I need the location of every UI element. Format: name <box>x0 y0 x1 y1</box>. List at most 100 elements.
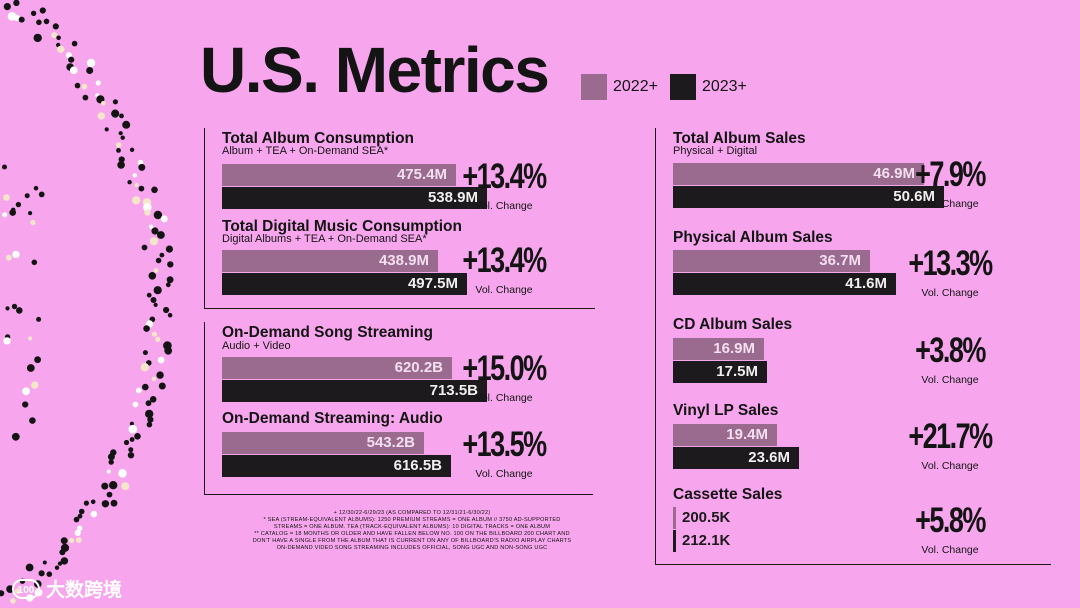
decorative-dot <box>159 252 165 258</box>
decorative-dot <box>129 147 135 152</box>
decorative-dot <box>157 231 165 239</box>
change-label: Vol. Change <box>475 284 533 296</box>
decorative-dot <box>38 570 45 577</box>
metric-title: Vinyl LP Sales <box>673 402 779 419</box>
bar-2023: 713.5B <box>222 380 487 402</box>
decorative-dot <box>78 508 85 515</box>
change-percent: +21.7% <box>908 416 993 456</box>
decorative-dot <box>22 401 29 408</box>
decorative-dot <box>138 185 145 192</box>
decorative-dot <box>123 439 130 446</box>
decorative-dot <box>60 537 68 545</box>
decorative-dot <box>73 516 80 523</box>
footnote-line: + 12/30/22-6/29/23 (as compared to 12/31… <box>333 510 491 516</box>
watermark-text: 大数跨境 <box>46 580 123 601</box>
decorative-dot <box>151 331 157 337</box>
metric-subtitle: Audio + Video <box>222 340 291 352</box>
decorative-dot <box>137 159 144 166</box>
decorative-dot <box>109 481 118 490</box>
footnote-line: ** Catalog = 18 months or older and have… <box>254 531 570 537</box>
decorative-dot <box>74 529 81 536</box>
decorative-dot <box>90 499 96 505</box>
decorative-dot <box>104 127 109 132</box>
decorative-dot <box>112 99 118 105</box>
decorative-dot <box>30 219 36 226</box>
panel-frame-streaming <box>204 322 593 495</box>
decorative-dot <box>167 312 173 318</box>
change-percent: +13.4% <box>462 156 547 196</box>
decorative-dot <box>132 401 139 408</box>
decorative-dot <box>129 437 135 442</box>
decorative-dot <box>0 590 5 597</box>
change-label: Vol. Change <box>475 468 533 480</box>
bar-2022: 438.9M <box>222 250 438 272</box>
decorative-dot <box>101 482 109 490</box>
decorative-dot <box>95 80 101 86</box>
legend-label-2022: 2022+ <box>613 78 658 95</box>
decorative-dot <box>143 325 150 332</box>
decorative-dot <box>108 459 114 465</box>
metric-subtitle: Physical + Digital <box>673 145 758 157</box>
change-percent: +13.4% <box>462 240 547 280</box>
decorative-dot <box>81 83 88 90</box>
decorative-dot <box>153 210 163 220</box>
decorative-dot <box>148 272 157 280</box>
decorative-dot <box>153 302 158 307</box>
decorative-dot <box>43 18 50 25</box>
decorative-dot <box>127 452 135 459</box>
decorative-dot <box>132 196 141 205</box>
decorative-dot <box>106 491 113 498</box>
decorative-dot <box>117 161 125 169</box>
decorative-dot <box>158 382 166 390</box>
decorative-dot <box>132 173 137 178</box>
metric-subtitle: Digital Albums + TEA + On-Demand SEA* <box>222 233 427 245</box>
change-percent: +15.0% <box>462 348 547 388</box>
decorative-dot <box>46 571 53 577</box>
bar-2023: 616.5B <box>222 455 451 477</box>
decorative-dot <box>128 424 138 434</box>
change-percent: +7.9% <box>915 154 986 194</box>
decorative-dot <box>42 560 47 565</box>
bar-2022: 475.4M <box>222 164 456 186</box>
decorative-dot <box>142 350 148 356</box>
decorative-dot <box>57 45 65 53</box>
decorative-dot <box>83 500 89 506</box>
decorative-dot <box>146 421 153 428</box>
bar-2023: 50.6M <box>673 186 944 208</box>
footnote-line: streams = one album. TEA (Track-Equivale… <box>273 524 551 530</box>
bar-2023: 538.9M <box>222 187 487 209</box>
metric-title: Total Album Sales <box>673 130 806 147</box>
footnote-line: On-demand video song streaming includes … <box>276 545 548 551</box>
decorative-dot <box>77 513 83 519</box>
bar-2022: 36.7M <box>673 250 870 272</box>
decorative-dot <box>56 35 61 41</box>
decorative-dot <box>155 336 161 342</box>
decorative-dot <box>13 0 20 7</box>
decorative-dot <box>29 417 36 424</box>
panel-frame-consumption <box>204 128 595 309</box>
decorative-dot <box>106 469 111 474</box>
decorative-dot <box>164 346 173 355</box>
decorative-dot <box>51 32 58 39</box>
decorative-dot <box>145 400 152 407</box>
metric-title: Cassette Sales <box>673 486 783 503</box>
decorative-dot <box>160 215 168 223</box>
watermark-mark-icon: 100 <box>12 578 40 599</box>
decorative-dot <box>2 212 8 218</box>
decorative-dot <box>116 148 121 153</box>
decorative-dot <box>15 201 22 208</box>
decorative-dot <box>157 356 165 364</box>
decorative-dot <box>97 112 106 120</box>
decorative-dot <box>38 191 45 198</box>
volume-change: +13.5% Vol. Change <box>456 427 552 480</box>
decorative-dot <box>13 14 20 21</box>
decorative-dot <box>141 244 148 251</box>
change-label: Vol. Change <box>475 392 533 404</box>
footnotes: + 12/30/22-6/29/23 (as compared to 12/31… <box>212 510 612 552</box>
change-label: Vol. Change <box>921 544 979 556</box>
decorative-dot <box>10 207 16 213</box>
decorative-dot <box>134 182 139 188</box>
decorative-dot <box>68 537 75 544</box>
bar-2023: 23.6M <box>673 447 799 469</box>
decorative-dot <box>110 499 118 507</box>
